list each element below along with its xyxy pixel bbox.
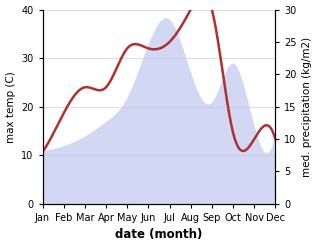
Y-axis label: max temp (C): max temp (C)	[5, 71, 16, 143]
X-axis label: date (month): date (month)	[115, 228, 203, 242]
Y-axis label: med. precipitation (kg/m2): med. precipitation (kg/m2)	[302, 37, 313, 177]
